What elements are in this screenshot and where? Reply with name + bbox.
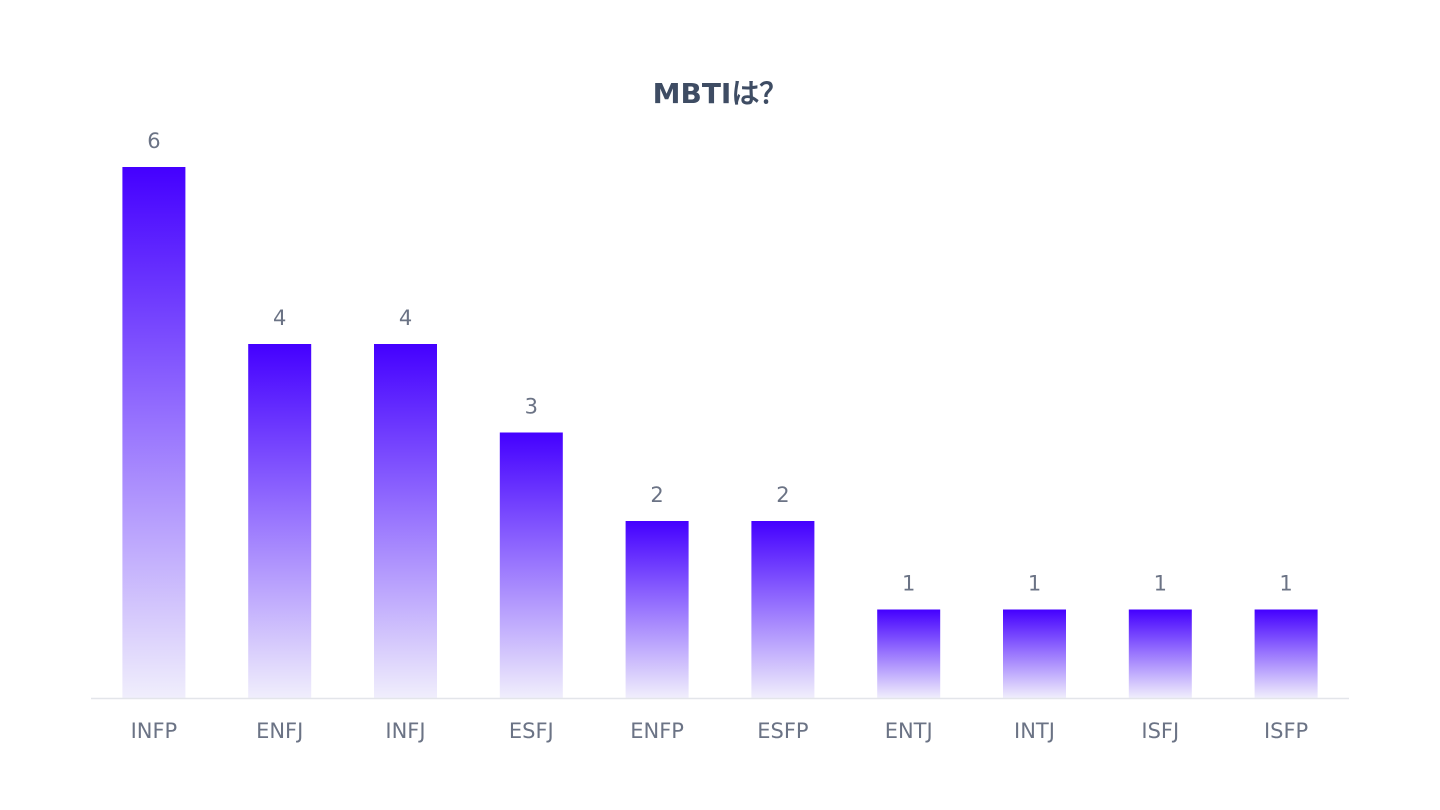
x-tick-label: ESFJ bbox=[509, 719, 554, 743]
x-tick-label: INFP bbox=[131, 719, 178, 743]
data-label-INFJ: 4 bbox=[399, 306, 412, 330]
data-label-ESFP: 2 bbox=[776, 483, 789, 507]
x-tick-label: INFJ bbox=[385, 719, 425, 743]
x-tick-label: ENTJ bbox=[885, 719, 933, 743]
data-label-INFP: 6 bbox=[147, 129, 160, 153]
x-tick-label: ENFJ bbox=[256, 719, 303, 743]
x-tick-label: ESFP bbox=[757, 719, 808, 743]
x-tick-label: INTJ bbox=[1014, 719, 1055, 743]
data-label-ISFP: 1 bbox=[1279, 572, 1292, 596]
data-label-INTJ: 1 bbox=[1028, 572, 1041, 596]
bar-ENTJ bbox=[877, 609, 941, 698]
data-label-ESFJ: 3 bbox=[525, 395, 538, 419]
bar-INFP bbox=[122, 167, 186, 698]
data-label-ENTJ: 1 bbox=[902, 572, 915, 596]
chart-title: MBTIは？ bbox=[652, 77, 788, 110]
bar-ISFJ bbox=[1128, 609, 1192, 698]
bar-INFJ bbox=[374, 344, 437, 698]
bar-ESFJ bbox=[499, 432, 563, 698]
data-label-ISFJ: 1 bbox=[1154, 572, 1167, 596]
x-tick-label: ENFP bbox=[630, 719, 684, 743]
data-label-ENFP: 2 bbox=[650, 483, 663, 507]
x-tick-label: ISFP bbox=[1264, 719, 1308, 743]
bar-ENFP bbox=[625, 521, 689, 698]
x-tick-label: ISFJ bbox=[1141, 719, 1179, 743]
bar-ESFP bbox=[751, 521, 815, 698]
bar-ENFJ bbox=[248, 344, 312, 698]
bar-ISFP bbox=[1254, 609, 1318, 698]
data-label-ENFJ: 4 bbox=[273, 306, 286, 330]
bar-INTJ bbox=[1003, 609, 1066, 698]
